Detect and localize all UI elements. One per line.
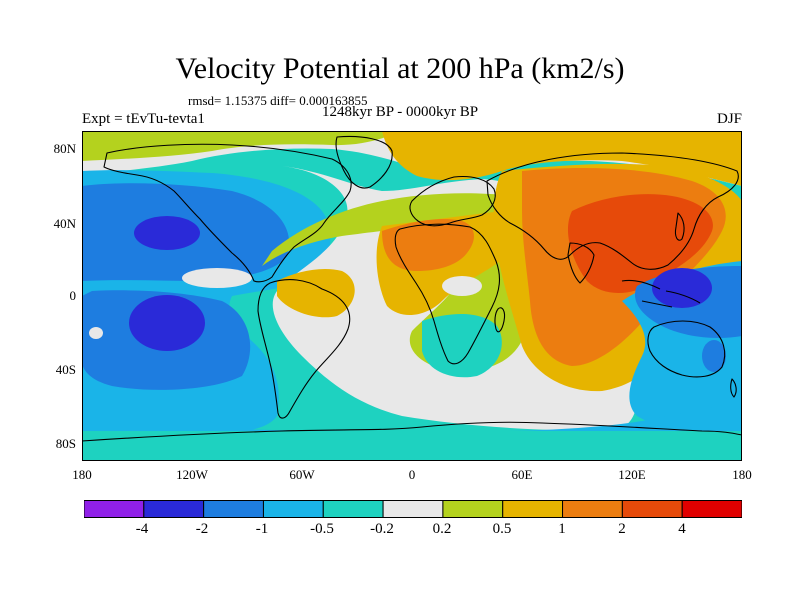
coast-japan (674, 212, 685, 241)
colorbar-box-4 (322, 500, 384, 518)
coast-africa (394, 223, 501, 365)
lat-label-40s: 40S (55, 362, 76, 377)
lat-label-80n: 80N (53, 141, 76, 156)
coast-india (567, 242, 595, 284)
fill-neg-deep-south-pacific (129, 295, 205, 351)
colorbar-label-neg2: -2 (195, 521, 209, 537)
lon-label-0: 0 (408, 467, 416, 482)
lon-label-120w: 120W (176, 467, 208, 482)
colorbar-box-1 (143, 500, 205, 518)
coast-asia (486, 152, 739, 270)
season-label: DJF (716, 111, 742, 127)
fill-neutral-gulf-of-guinea (442, 276, 482, 296)
fill-neg-light-antarctic (82, 431, 742, 461)
plot-title: Velocity Potential at 200 hPa (km2/s) (175, 52, 625, 85)
lon-label-120e: 120E (618, 467, 646, 482)
coast-north-america (103, 143, 352, 283)
coastlines (82, 135, 742, 442)
lon-label-180e: 180 (732, 467, 752, 482)
colorbar-label-neg0-5: -0.5 (310, 521, 334, 537)
coast-antarctica (82, 421, 742, 442)
fill-neg-mid-australia (702, 340, 726, 372)
colorbar-box-10 (681, 500, 742, 518)
colorbar-label-neg4: -4 (135, 521, 149, 537)
colorbar-label-2: 2 (618, 521, 626, 537)
fill-neutral-east-pacific (182, 268, 252, 288)
coast-new-zealand (730, 378, 737, 398)
colorbar-box-2 (203, 500, 264, 518)
map-frame (82, 131, 742, 461)
colorbar-box-5 (382, 500, 444, 518)
fill-pos-high-africa (382, 219, 474, 271)
lon-label-180w: 180 (72, 467, 92, 482)
period-text: 1248kyr BP - 0000kyr BP (322, 104, 479, 120)
coast-maritime-continent (621, 279, 701, 308)
fill-neg-mid-pacific (82, 183, 290, 390)
colorbar-box-9 (621, 500, 683, 518)
fill-neg-deep-west-pacific (652, 268, 712, 308)
experiment-label: Expt = tEvTu-tevta1 (82, 111, 205, 127)
coast-madagascar (494, 307, 506, 333)
colorbar-label-1: 1 (558, 521, 566, 537)
colorbar-label-0-5: 0.5 (492, 521, 512, 537)
colorbar-label-neg1: -1 (255, 521, 269, 537)
fill-pos-mid-north (382, 131, 742, 186)
fill-neg-light-south-atlantic (422, 314, 502, 378)
contour-fill (82, 131, 742, 461)
lat-label-80s: 80S (55, 436, 76, 451)
colorbar (84, 500, 742, 518)
stats-text: rmsd= 1.15375 diff= 0.000163855 (188, 93, 368, 108)
colorbar-box-0 (84, 500, 145, 518)
lat-label-0: 0 (69, 288, 77, 303)
fill-neg-deep-north-pacific (134, 216, 200, 250)
colorbar-label-neg0-2: -0.2 (370, 521, 394, 537)
coast-south-america (257, 279, 351, 419)
colorbar-label-4: 4 (678, 521, 686, 537)
coast-australia (647, 320, 726, 378)
map-panel (82, 131, 742, 461)
coast-europe (409, 175, 496, 227)
lon-label-60w: 60W (289, 467, 315, 482)
lat-label-40n: 40N (53, 216, 76, 231)
fill-neutral-southwest-pacific (89, 327, 103, 339)
coast-greenland (335, 135, 393, 189)
colorbar-box-6 (442, 500, 504, 518)
colorbar-box-3 (262, 500, 324, 518)
lon-label-60e: 60E (511, 467, 533, 482)
colorbar-box-7 (502, 500, 564, 518)
colorbar-label-0-2: 0.2 (432, 521, 452, 537)
colorbar-box-8 (562, 500, 623, 518)
